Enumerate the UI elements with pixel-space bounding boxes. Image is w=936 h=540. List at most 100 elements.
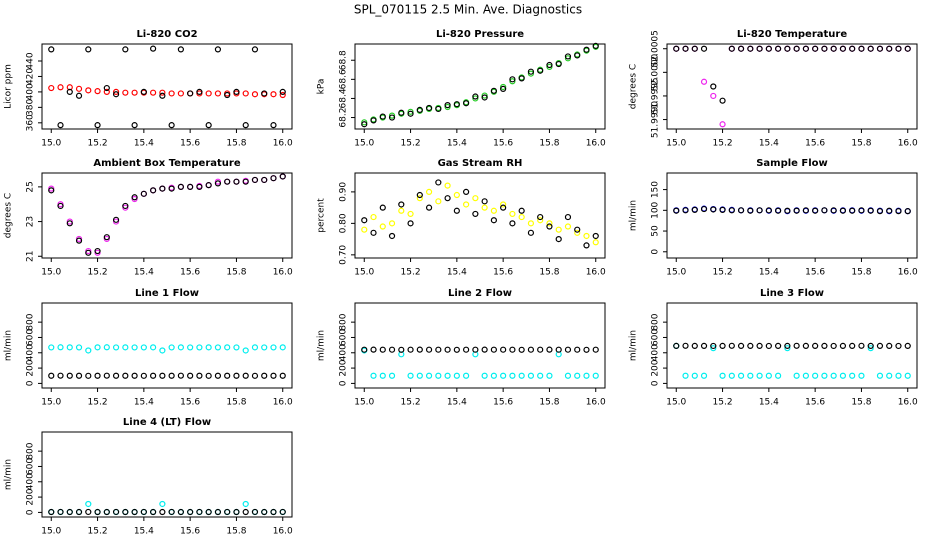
data-point	[361, 217, 368, 224]
data-point	[509, 78, 516, 85]
data-point	[196, 183, 203, 190]
data-point	[361, 346, 368, 353]
data-point	[527, 346, 535, 353]
data-point	[150, 344, 157, 351]
data-point	[75, 85, 83, 92]
data-point	[103, 372, 110, 379]
data-point	[112, 216, 120, 223]
data-point	[131, 372, 138, 379]
data-point	[122, 202, 129, 210]
data-point	[719, 121, 726, 128]
data-point	[177, 183, 184, 190]
data-point	[205, 122, 212, 129]
y-axis-label: kPa	[317, 79, 327, 95]
data-point	[719, 206, 726, 214]
y-tick-label: 400	[26, 344, 36, 361]
data-point	[150, 372, 157, 379]
data-point	[876, 208, 884, 215]
data-point	[784, 207, 791, 214]
data-point	[509, 220, 516, 227]
data-point	[444, 182, 451, 189]
data-point	[177, 344, 184, 351]
data-point	[407, 372, 414, 379]
data-point	[518, 346, 525, 353]
data-point	[140, 190, 147, 197]
x-tick-label: 16.0	[273, 268, 293, 278]
y-tick-label: 51.9995	[651, 77, 661, 114]
x-tick-label: 15.4	[759, 139, 779, 149]
data-point	[214, 46, 222, 53]
data-point	[388, 372, 396, 379]
data-point	[728, 372, 735, 379]
data-point	[270, 344, 277, 351]
data-point	[425, 204, 433, 211]
data-point	[472, 93, 479, 100]
data-point	[463, 372, 470, 379]
data-point	[876, 45, 884, 52]
data-point	[379, 204, 386, 211]
data-point	[103, 88, 110, 96]
data-point	[682, 372, 689, 379]
x-tick-label: 15.4	[759, 398, 779, 408]
data-point	[140, 508, 147, 516]
y-tick-label: 25	[26, 181, 36, 192]
data-point	[435, 372, 442, 379]
data-point	[747, 45, 754, 52]
data-point	[481, 94, 488, 101]
y-tick-label: 0.80	[339, 213, 349, 233]
x-tick-label: 15.2	[713, 398, 733, 408]
x-tick-label: 15.2	[401, 398, 421, 408]
data-point	[196, 508, 203, 516]
data-point	[509, 210, 516, 218]
data-point	[85, 372, 92, 379]
data-point	[444, 103, 451, 111]
data-point	[131, 89, 138, 96]
data-point	[876, 372, 884, 379]
data-point	[756, 207, 763, 214]
y-tick-label: 800	[26, 313, 36, 330]
data-point	[425, 346, 433, 353]
x-tick-label: 16.0	[273, 398, 293, 408]
x-tick-label: 15.8	[539, 139, 559, 149]
data-point	[94, 247, 101, 255]
x-tick-label: 15.2	[401, 139, 421, 149]
x-tick-label: 15.0	[666, 139, 686, 149]
data-point	[839, 207, 847, 214]
data-point	[564, 213, 572, 221]
data-point	[66, 88, 73, 96]
x-tick-label: 15.2	[713, 268, 733, 278]
data-point	[895, 45, 902, 52]
data-point	[48, 508, 55, 516]
x-tick-label: 15.4	[134, 527, 154, 537]
data-point	[388, 220, 396, 227]
data-point	[270, 175, 277, 182]
data-point	[407, 220, 414, 227]
y-axis-label: degrees C	[629, 64, 639, 109]
data-point	[57, 508, 64, 516]
data-point	[546, 346, 553, 353]
data-point	[728, 342, 735, 349]
data-point	[361, 226, 368, 233]
data-point	[700, 342, 708, 349]
data-point	[839, 342, 847, 349]
x-tick-label: 16.0	[898, 268, 918, 278]
x-tick-label: 15.8	[539, 268, 559, 278]
data-point	[719, 372, 726, 379]
data-point	[242, 90, 249, 97]
y-tick-label: 68.4	[339, 88, 349, 108]
y-tick-label: 68.8	[339, 50, 349, 70]
x-tick-label: 15.0	[354, 139, 374, 149]
data-point	[85, 508, 92, 516]
x-tick-label: 15.6	[180, 398, 200, 408]
y-tick-label: 400	[26, 83, 36, 100]
data-point	[518, 207, 525, 214]
data-point	[444, 102, 451, 109]
data-point	[196, 344, 203, 351]
data-point	[159, 372, 166, 379]
data-point	[398, 207, 405, 214]
data-point	[416, 346, 423, 353]
data-point	[830, 342, 837, 350]
data-point	[159, 92, 166, 99]
data-point	[710, 92, 717, 100]
data-point	[48, 344, 55, 351]
